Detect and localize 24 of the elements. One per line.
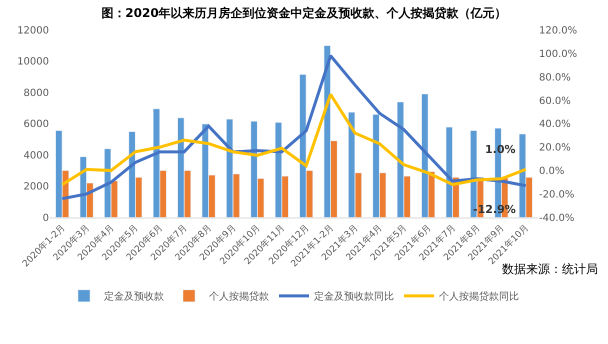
y2-tick-label: 40.0% [539,119,571,130]
y2-tick-label: 80.0% [539,72,571,84]
y2-tick-label: -20.0% [539,189,574,200]
legend-label: 定金及预收款 [104,290,164,303]
y-tick-label: 2000 [24,182,49,193]
y2-tick-label: 120.0% [539,26,578,36]
line-series [60,54,528,200]
y-tick-label: 10000 [17,56,49,68]
legend-label: 个人按揭贷款 [209,290,269,303]
y-tick-label: 4000 [24,150,49,162]
y-tick-label: 12000 [17,26,49,36]
y-tick-label: 0 [42,212,49,224]
y2-tick-label: -40.0% [539,212,574,224]
y-tick-label: 6000 [24,119,49,130]
legend-label: 定金及预收款同比 [314,290,394,303]
y2-tick-label: 100.0% [539,48,578,60]
chart-title: 图：2020年以来历月房企到位资金中定金及预收款、个人按揭贷款（亿元） [101,6,507,20]
y2-tick-label: 20.0% [539,142,571,154]
source-note: 数据来源：统计局 [502,262,598,276]
line-series [60,92,528,186]
y-tick-label: 8000 [24,88,49,99]
y2-tick-label: 60.0% [539,96,571,107]
legend-label: 个人按揭贷款同比 [439,290,519,303]
y2-tick-label: 0.0% [539,166,564,178]
